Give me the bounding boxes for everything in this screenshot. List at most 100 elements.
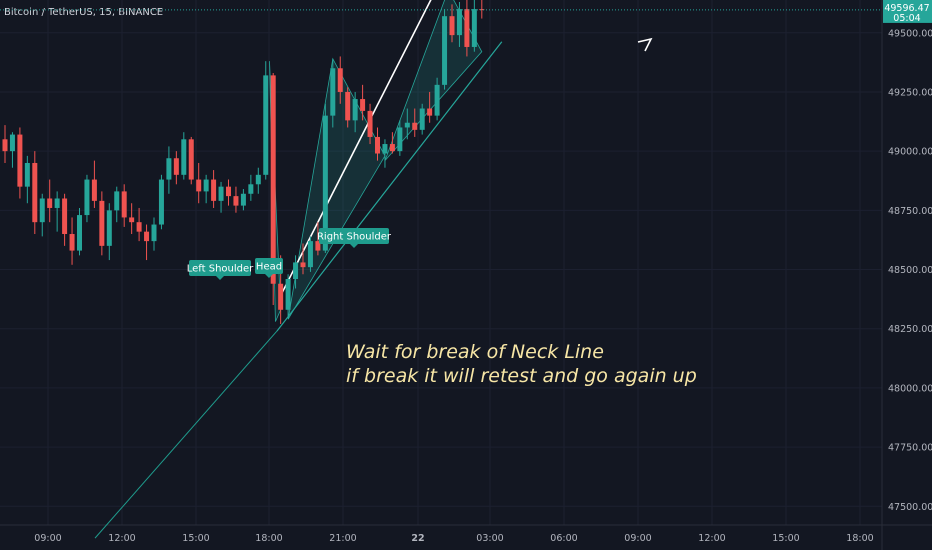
price-tick-label: 48250.00 bbox=[888, 324, 932, 335]
candle-body bbox=[226, 186, 231, 197]
pattern-label-box bbox=[319, 228, 389, 244]
price-tick-label: 47500.00 bbox=[888, 502, 932, 513]
pattern-label: Head bbox=[256, 262, 282, 273]
candle-body bbox=[337, 68, 343, 92]
time-tick-label: 18:00 bbox=[255, 533, 282, 544]
candle-body bbox=[151, 224, 157, 242]
candle-body bbox=[47, 198, 53, 208]
candle-body bbox=[196, 179, 202, 192]
price-tick-label: 49250.00 bbox=[888, 87, 932, 98]
current-price-value: 49596.47 bbox=[884, 3, 929, 14]
time-tick-label: 03:00 bbox=[476, 533, 503, 544]
candle-body bbox=[99, 200, 105, 246]
candle-body bbox=[330, 68, 336, 116]
candle-body bbox=[62, 198, 68, 235]
candle-body bbox=[211, 179, 217, 201]
time-tick-label: 15:00 bbox=[182, 533, 209, 544]
candle-body bbox=[285, 279, 291, 310]
candle-body bbox=[84, 179, 90, 216]
time-tick-label: 22 bbox=[411, 533, 424, 544]
candle-body bbox=[322, 115, 328, 251]
time-tick-label: 15:00 bbox=[772, 533, 799, 544]
candle-body bbox=[218, 186, 224, 201]
candle-body bbox=[255, 174, 261, 185]
candle-body bbox=[240, 193, 246, 206]
pattern-label-box bbox=[189, 260, 251, 276]
candle-body bbox=[397, 127, 403, 152]
candle-body bbox=[69, 234, 75, 251]
candle-body bbox=[121, 191, 127, 218]
candle-body bbox=[2, 139, 8, 152]
symbol-title: Bitcoin / TetherUS, 15, BINANCE bbox=[4, 7, 164, 18]
target-arrow-head bbox=[637, 37, 653, 52]
candle-body bbox=[77, 215, 82, 251]
candle-body bbox=[129, 217, 135, 223]
annotation-line-1: Wait for break of Neck Line bbox=[346, 341, 604, 363]
target-arrow-line bbox=[279, 0, 432, 296]
pattern-label-pointer bbox=[265, 274, 273, 278]
candle-body bbox=[315, 241, 321, 251]
candle-body bbox=[464, 9, 470, 47]
candle-body bbox=[345, 91, 351, 121]
price-tick-label: 47750.00 bbox=[888, 443, 932, 454]
candle-body bbox=[270, 75, 276, 284]
candle-body bbox=[375, 136, 380, 154]
candle-body bbox=[233, 196, 239, 206]
price-tick-label: 48000.00 bbox=[888, 383, 932, 394]
candle-body bbox=[419, 108, 425, 130]
candle-body bbox=[39, 198, 45, 223]
candle-body bbox=[248, 184, 254, 194]
candle-body bbox=[360, 99, 366, 111]
price-tick-label: 49000.00 bbox=[888, 147, 932, 158]
time-tick-label: 21:00 bbox=[329, 533, 356, 544]
chart-grid bbox=[0, 0, 882, 525]
candle-body bbox=[181, 139, 187, 175]
time-axis: 09:00 12:00 15:00 18:00 21:00 22 03:00 06:00 09:… bbox=[34, 533, 873, 544]
candle-body bbox=[114, 191, 120, 211]
candle-body bbox=[367, 110, 373, 137]
candle-body bbox=[54, 198, 60, 208]
candle-body bbox=[203, 179, 209, 192]
candle-body bbox=[9, 134, 15, 152]
candle-body bbox=[434, 84, 440, 116]
time-tick-label: 09:00 bbox=[34, 533, 61, 544]
pattern-label: Left Shoulder bbox=[187, 264, 254, 275]
candle-body bbox=[278, 283, 284, 310]
candlestick-series bbox=[2, 0, 485, 324]
candle-body bbox=[479, 9, 485, 11]
pattern-label: Right Shoulder bbox=[317, 232, 392, 243]
time-tick-label: 06:00 bbox=[550, 533, 577, 544]
current-price-tag bbox=[883, 0, 932, 23]
time-tick-label: 12:00 bbox=[108, 533, 135, 544]
annotation-line-2: if break it will retest and go again up bbox=[346, 365, 697, 387]
neckline bbox=[276, 41, 503, 332]
candle-body bbox=[91, 179, 97, 201]
candle-body bbox=[158, 179, 164, 225]
candle-body bbox=[188, 139, 194, 180]
candle-body bbox=[144, 231, 150, 242]
candle-body bbox=[427, 108, 433, 116]
pattern-label-pointer bbox=[350, 244, 358, 248]
pattern-label-box bbox=[255, 258, 283, 274]
candle-body bbox=[173, 158, 179, 175]
candle-body bbox=[17, 134, 23, 187]
time-tick-label: 09:00 bbox=[624, 533, 651, 544]
candle-body bbox=[293, 262, 299, 280]
candle-body bbox=[442, 16, 448, 85]
candle-body bbox=[166, 158, 172, 180]
candle-body bbox=[382, 144, 388, 154]
candle-body bbox=[32, 162, 38, 223]
candle-body bbox=[307, 241, 313, 268]
candle-body bbox=[300, 262, 306, 268]
candle-body bbox=[389, 144, 395, 152]
time-tick-label: 12:00 bbox=[698, 533, 725, 544]
pattern-labels: Left Shoulder Head Right Shoulder bbox=[187, 228, 392, 280]
price-scale-background bbox=[882, 0, 932, 550]
price-tick-label: 49500.00 bbox=[888, 28, 932, 39]
candle-body bbox=[456, 9, 462, 36]
candle-body bbox=[412, 122, 418, 130]
current-price-countdown: 05:04 bbox=[893, 13, 920, 24]
